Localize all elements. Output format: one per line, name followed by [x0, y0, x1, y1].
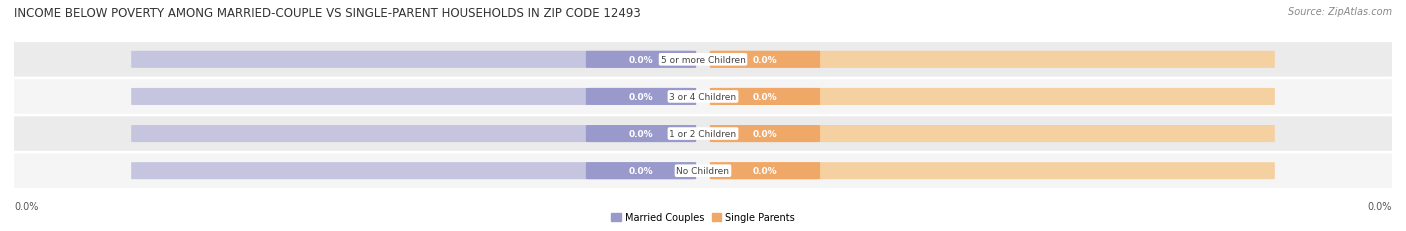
Text: 1 or 2 Children: 1 or 2 Children — [669, 130, 737, 138]
FancyBboxPatch shape — [710, 88, 1275, 106]
FancyBboxPatch shape — [710, 125, 820, 143]
FancyBboxPatch shape — [710, 162, 820, 179]
FancyBboxPatch shape — [710, 88, 820, 106]
Text: 0.0%: 0.0% — [1368, 201, 1392, 211]
FancyBboxPatch shape — [131, 125, 696, 143]
FancyBboxPatch shape — [586, 52, 696, 69]
Text: 0.0%: 0.0% — [752, 130, 778, 138]
Text: 0.0%: 0.0% — [14, 201, 38, 211]
Text: 3 or 4 Children: 3 or 4 Children — [669, 93, 737, 101]
Text: 0.0%: 0.0% — [752, 56, 778, 64]
FancyBboxPatch shape — [131, 88, 696, 106]
Text: No Children: No Children — [676, 167, 730, 175]
FancyBboxPatch shape — [586, 88, 696, 106]
FancyBboxPatch shape — [710, 52, 820, 69]
FancyBboxPatch shape — [0, 154, 1406, 188]
Text: Source: ZipAtlas.com: Source: ZipAtlas.com — [1288, 7, 1392, 17]
FancyBboxPatch shape — [710, 125, 1275, 143]
Text: 0.0%: 0.0% — [752, 167, 778, 175]
Text: 0.0%: 0.0% — [628, 93, 654, 101]
Legend: Married Couples, Single Parents: Married Couples, Single Parents — [607, 208, 799, 226]
FancyBboxPatch shape — [710, 162, 1275, 179]
Text: 0.0%: 0.0% — [628, 167, 654, 175]
FancyBboxPatch shape — [0, 117, 1406, 151]
FancyBboxPatch shape — [710, 52, 1275, 69]
FancyBboxPatch shape — [0, 80, 1406, 114]
FancyBboxPatch shape — [586, 125, 696, 143]
Text: 0.0%: 0.0% — [628, 130, 654, 138]
Text: 0.0%: 0.0% — [628, 56, 654, 64]
Text: INCOME BELOW POVERTY AMONG MARRIED-COUPLE VS SINGLE-PARENT HOUSEHOLDS IN ZIP COD: INCOME BELOW POVERTY AMONG MARRIED-COUPL… — [14, 7, 641, 20]
FancyBboxPatch shape — [586, 162, 696, 179]
FancyBboxPatch shape — [131, 162, 696, 179]
Text: 0.0%: 0.0% — [752, 93, 778, 101]
FancyBboxPatch shape — [131, 52, 696, 69]
FancyBboxPatch shape — [0, 43, 1406, 77]
Text: 5 or more Children: 5 or more Children — [661, 56, 745, 64]
